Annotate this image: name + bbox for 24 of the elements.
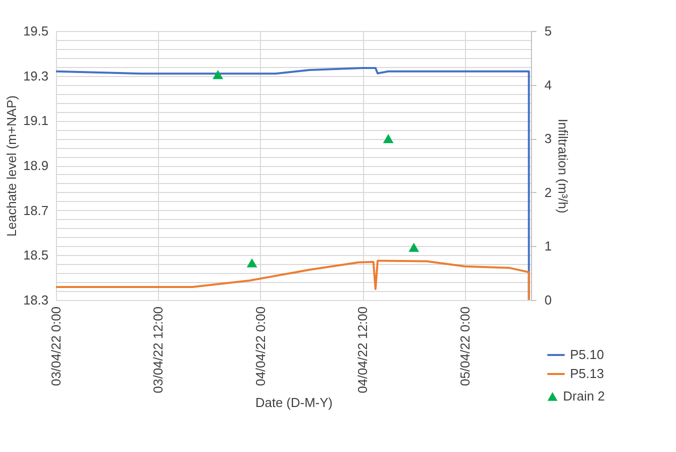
y-tick-label: 19.1 xyxy=(23,113,48,128)
x-tick-label: 03/04/22 12:00 xyxy=(150,306,166,394)
x-tick-label: 04/04/22 12:00 xyxy=(355,306,370,394)
y2-tick-label: 1 xyxy=(544,238,552,254)
y2-tick-label: 5 xyxy=(544,24,552,38)
x-tick-label: 04/04/22 0:00 xyxy=(252,306,268,386)
y2-axis-title: Infiltration (m³/h) xyxy=(556,118,571,214)
y-axis-title: Leachate level (m+NAP) xyxy=(4,95,20,237)
y-tick-label: 18.7 xyxy=(23,202,48,218)
y-tick-label: 19.5 xyxy=(23,24,48,38)
y-tick-label: 18.3 xyxy=(23,292,48,308)
y-tick-label: 19.3 xyxy=(23,68,48,84)
legend-label: Drain 2 xyxy=(563,388,605,404)
y2-tick-label: 0 xyxy=(544,292,552,308)
y-tick-label: 18.5 xyxy=(23,248,48,263)
x-tick-label: 05/04/22 0:00 xyxy=(457,306,472,386)
x-tick-label: 03/04/22 0:00 xyxy=(48,306,64,386)
y-tick-label: 18.9 xyxy=(23,158,48,173)
y2-tick-label: 3 xyxy=(544,131,552,146)
x-axis-title: Date (D-M-Y) xyxy=(255,395,333,410)
y2-tick-label: 2 xyxy=(544,184,552,200)
y2-tick-label: 4 xyxy=(544,77,552,92)
legend-label: P5.13 xyxy=(570,366,604,381)
legend-label: P5.10 xyxy=(570,347,604,362)
